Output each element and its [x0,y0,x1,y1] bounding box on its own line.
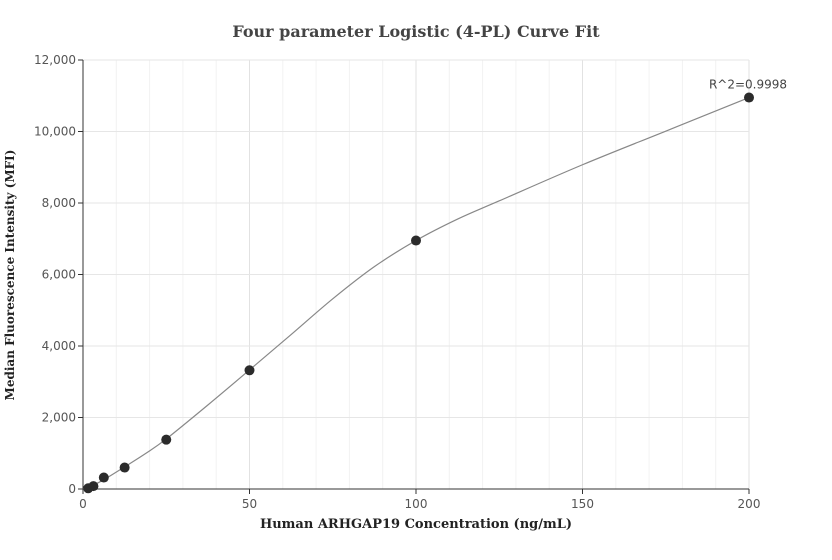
data-point [161,434,172,445]
y-tick-label: 4,000 [42,339,76,353]
data-point [744,92,754,103]
y-tick-label: 8,000 [42,196,76,210]
data-point [98,472,109,483]
y-tick-label: 12,000 [34,53,76,67]
x-tick-label: 200 [738,497,761,511]
r-squared-annotation: R^2=0.9998 [709,78,787,92]
x-tick-label: 150 [571,497,594,511]
x-tick-label: 50 [242,497,257,511]
data-point [244,365,255,376]
annotation-group: R^2=0.9998 [709,78,787,92]
y-tick-label: 2,000 [42,411,76,425]
y-tick-label: 6,000 [42,268,76,282]
axes [78,59,750,494]
chart-title: Four parameter Logistic (4-PL) Curve Fit [232,22,600,41]
y-tick-label: 10,000 [34,125,76,139]
data-point [119,462,130,473]
data-points [83,92,754,494]
data-point [411,235,421,246]
x-axis-label: Human ARHGAP19 Concentration (ng/mL) [259,517,573,532]
tick-labels: 0 2,000 4,000 6,000 8,000 10,000 12,000 0 50 100 1… [34,53,760,511]
x-tick-label: 0 [79,497,87,511]
y-tick-label: 0 [68,482,76,496]
grid-lines [82,59,750,490]
data-point [88,481,99,492]
y-axis-label: Median Fluorescence Intensity (MFI) [3,149,17,401]
x-tick-label: 100 [405,497,428,511]
